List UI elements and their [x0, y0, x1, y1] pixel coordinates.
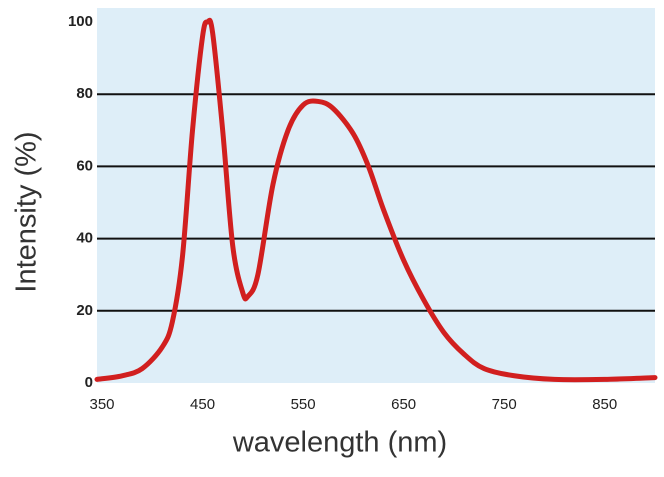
- y-tick-label: 100: [68, 13, 93, 30]
- x-tick-label: 350: [90, 396, 115, 413]
- y-tick-label: 80: [76, 85, 93, 102]
- y-tick-label: 0: [85, 374, 93, 391]
- x-axis-title: wavelength (nm): [232, 427, 447, 459]
- x-tick-label: 550: [291, 396, 316, 413]
- x-tick-label: 850: [592, 396, 617, 413]
- data-line: [94, 17, 658, 383]
- y-axis-title: Intensity (%): [11, 131, 43, 292]
- y-tick-label: 60: [76, 157, 93, 174]
- x-tick-label: 650: [391, 396, 416, 413]
- x-tick-label: 750: [492, 396, 517, 413]
- x-tick-label: 450: [190, 396, 215, 413]
- y-tick-label: 20: [76, 302, 93, 319]
- y-tick-label: 40: [76, 230, 93, 247]
